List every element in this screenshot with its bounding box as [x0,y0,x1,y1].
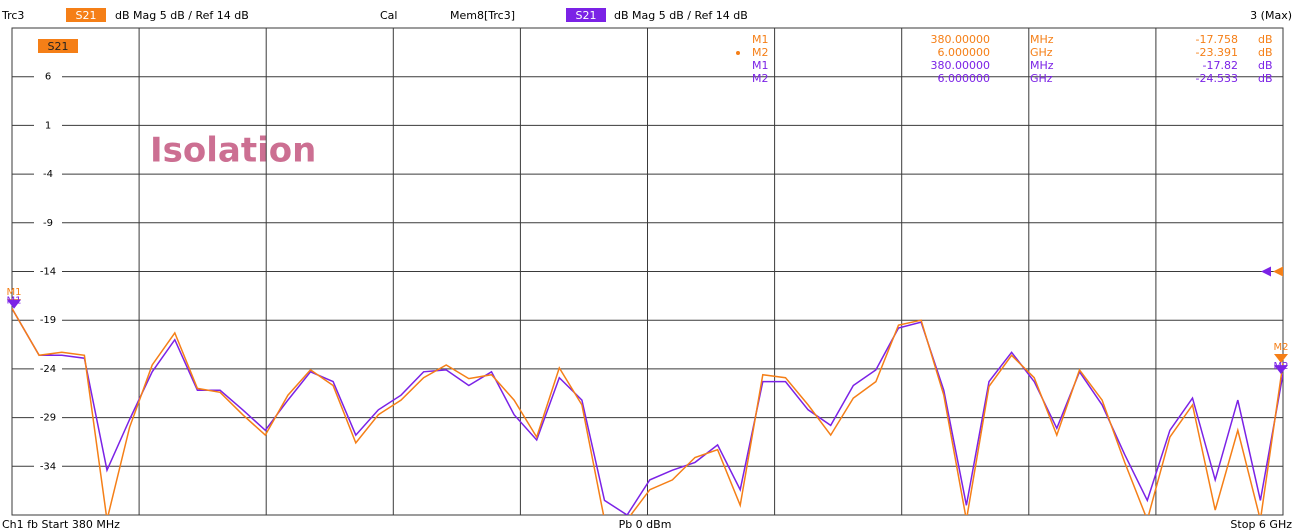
readout-stimulus-unit: MHz [1030,59,1054,72]
trace-format: dB Mag 5 dB / Ref 14 dB [115,9,249,22]
y-tick-label: 1 [45,120,51,131]
trace-format: dB Mag 5 dB / Ref 14 dB [614,9,748,22]
ref-arrow [1273,266,1283,277]
tick-label-bg [34,264,62,279]
readout-stimulus: 380.00000 [931,59,991,72]
annotation: Isolation [150,131,316,171]
tick-label-bg [34,167,62,182]
tick-label-bg [34,361,62,376]
y-tick-label: -19 [40,315,56,326]
sweep-info: 3 (Max) [1250,9,1292,22]
y-tick-label: -29 [40,413,56,424]
traces [12,308,1283,515]
y-tick-label: 6 [45,72,51,83]
readout-stimulus: 380.00000 [931,33,991,46]
footer-power: Pb 0 dBm [619,518,672,531]
marker-triangle [7,299,21,309]
marker-label: M2 [1274,361,1289,372]
readout-response-unit: dB [1258,72,1273,85]
ref-arrow [1261,266,1271,277]
trace-label: Trc3 [1,9,24,22]
active-marker-dot [736,51,740,55]
readout-response-unit: dB [1258,46,1273,59]
marker-label: M1 [7,296,22,307]
marker-triangle [1274,365,1288,375]
cal-label: Cal [380,9,397,22]
tick-label-bg [34,69,62,84]
y-tick-label: -9 [43,218,53,229]
footer-start: Ch1 fb Start 380 MHz [2,518,120,531]
y-tick-label: -24 [40,364,56,375]
trace-parameter: S21 [576,9,597,22]
trace-name: Mem8[Trc3] [450,9,515,22]
tick-label-bg [34,410,62,425]
readout-name: M1 [752,59,769,72]
plot-trace-parameter: S21 [48,40,69,53]
readout-response: -23.391 [1196,46,1238,59]
readout-response: -24.533 [1196,72,1238,85]
marker-label: M1 [7,287,22,298]
readout-name: M2 [752,46,769,59]
readout-response-unit: dB [1258,59,1273,72]
y-tick-label: -4 [43,169,53,180]
readout-stimulus-unit: GHz [1030,72,1053,85]
marker-triangle [1274,353,1288,363]
tick-label-bg [34,313,62,328]
trace-badge [66,8,106,22]
readout-name: M1 [752,33,769,46]
readout-stimulus: 6.000000 [938,46,991,59]
tick-label-bg [34,118,62,133]
marker-label: M2 [1274,342,1289,353]
plot-trace-badge [38,39,78,53]
trace-badge [566,8,606,22]
readout-name: M2 [752,72,769,85]
trace-parameter: S21 [76,9,97,22]
trace-line [12,308,1283,515]
y-tick-label: -14 [40,267,56,278]
readout-stimulus: 6.000000 [938,72,991,85]
readout-response: -17.82 [1203,59,1238,72]
tick-label-bg [34,215,62,230]
readout-stimulus-unit: MHz [1030,33,1054,46]
tick-label-bg [34,459,62,474]
readout-response-unit: dB [1258,33,1273,46]
y-tick-label: -34 [40,461,56,472]
readout-response: -17.758 [1196,33,1238,46]
readout-stimulus-unit: GHz [1030,46,1053,59]
footer-stop: Stop 6 GHz [1230,518,1292,531]
